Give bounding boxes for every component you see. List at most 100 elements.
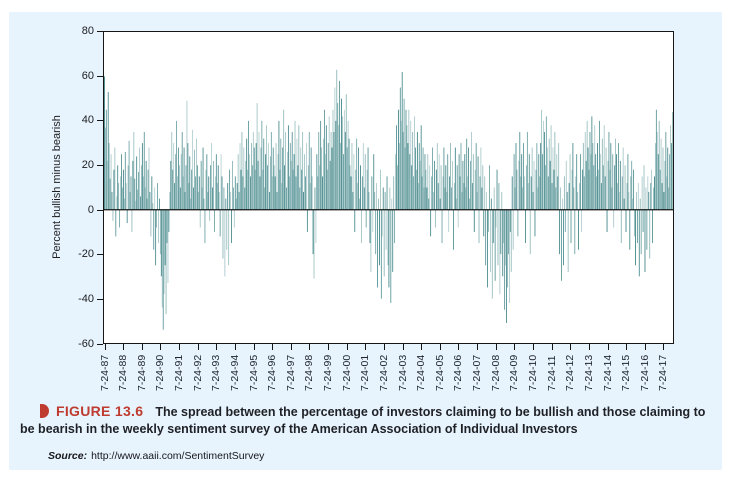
bar — [137, 189, 139, 210]
bar — [501, 191, 503, 210]
x-tick-mark — [626, 344, 628, 350]
bar — [260, 147, 262, 210]
bar — [354, 209, 356, 232]
bar — [168, 209, 170, 232]
x-tick-label: 7-24-08 — [489, 354, 502, 391]
bar — [284, 165, 286, 210]
bar — [480, 147, 482, 210]
bar — [113, 169, 115, 210]
x-tick-label: 7-24-93 — [210, 354, 223, 391]
bar — [424, 154, 426, 210]
bar — [667, 147, 669, 210]
bar — [291, 131, 293, 210]
bar — [584, 131, 586, 210]
bar — [231, 209, 232, 244]
bar — [115, 209, 117, 237]
x-tick-mark — [216, 344, 218, 350]
bar — [661, 183, 663, 210]
x-tick-mark — [197, 344, 199, 350]
bar — [517, 209, 519, 237]
bar — [461, 191, 463, 210]
bar — [535, 169, 537, 210]
bar — [547, 176, 549, 210]
bar — [136, 156, 138, 210]
bar — [625, 209, 627, 232]
bar — [293, 154, 295, 210]
bar — [143, 131, 145, 210]
bar — [484, 176, 486, 210]
bar — [307, 165, 309, 210]
bar — [170, 160, 172, 210]
bar — [619, 160, 621, 210]
bar — [542, 154, 543, 210]
bar — [193, 187, 194, 210]
x-tick-label: 7-24-05 — [433, 354, 446, 391]
bar — [601, 138, 603, 210]
bar — [318, 131, 320, 210]
bar — [563, 176, 565, 210]
bar — [310, 147, 312, 210]
bar — [481, 187, 483, 210]
bar — [394, 209, 396, 244]
bar — [573, 187, 575, 210]
bar — [382, 187, 384, 210]
bar — [479, 176, 481, 210]
bar — [536, 143, 538, 210]
x-tick-label: 7-24-01 — [359, 354, 372, 391]
bar — [489, 165, 490, 210]
bar — [189, 156, 191, 210]
bar — [470, 160, 471, 210]
bar — [122, 169, 124, 210]
bar — [141, 143, 143, 210]
bar — [603, 125, 605, 210]
bar — [147, 169, 149, 210]
x-tick-mark — [495, 344, 497, 350]
bar — [636, 191, 637, 210]
bar — [432, 147, 433, 210]
bar — [194, 149, 195, 210]
bar — [273, 165, 275, 210]
bar — [159, 198, 160, 210]
bar — [277, 154, 279, 210]
bar — [110, 154, 112, 210]
bar — [538, 154, 540, 210]
bar — [452, 209, 454, 250]
bar — [611, 187, 613, 210]
bar — [304, 154, 305, 210]
bar — [199, 209, 201, 228]
bar — [586, 120, 588, 210]
x-tick-label: 7-24-16 — [638, 354, 651, 391]
bar — [124, 151, 126, 210]
bar — [379, 169, 381, 210]
bar — [332, 109, 334, 210]
bar — [592, 143, 594, 210]
bar — [530, 176, 532, 210]
bar — [614, 165, 616, 210]
plot-area — [103, 31, 674, 344]
bar — [321, 147, 323, 210]
x-tick-label: 7-24-97 — [284, 354, 297, 391]
bar — [352, 191, 354, 210]
bar — [179, 187, 181, 210]
x-tick-mark — [402, 344, 404, 350]
bar — [589, 131, 591, 210]
bar — [316, 154, 318, 210]
bar — [127, 165, 129, 210]
bar — [355, 169, 357, 210]
bar — [153, 209, 155, 250]
x-tick-label: 7-24-92 — [191, 354, 204, 391]
bar — [534, 209, 536, 237]
bar — [604, 176, 606, 210]
bar — [378, 198, 379, 210]
bar — [644, 209, 646, 272]
bar — [232, 160, 233, 210]
bar — [335, 120, 337, 210]
bar — [622, 147, 624, 210]
bar — [345, 94, 347, 210]
bar — [527, 183, 529, 210]
bar — [444, 187, 446, 210]
bar — [504, 209, 506, 310]
bar — [122, 187, 123, 210]
bar — [626, 183, 628, 210]
bar — [254, 169, 256, 210]
